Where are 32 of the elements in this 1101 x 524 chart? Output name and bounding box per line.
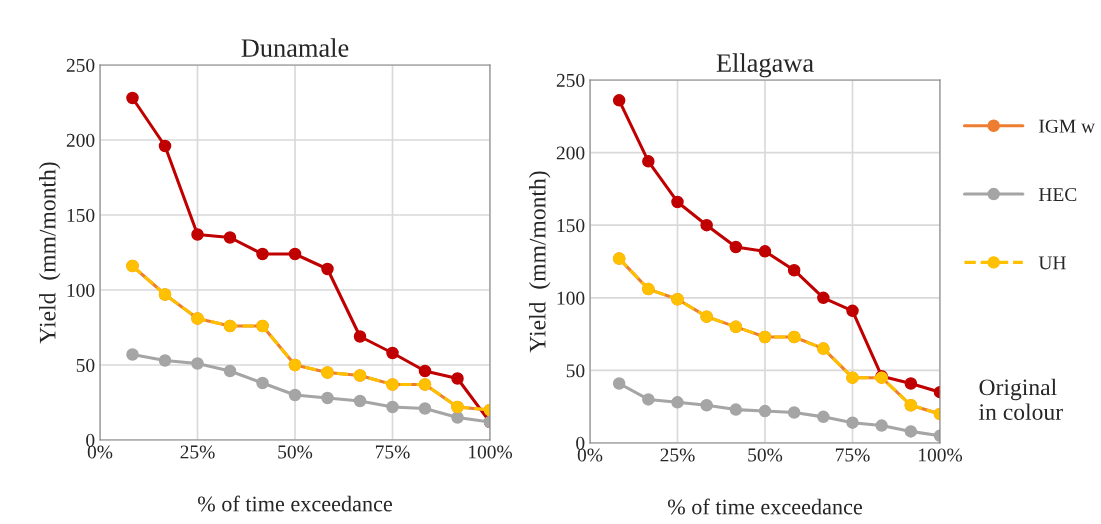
legend-label: HEC xyxy=(1038,188,1077,202)
y-tick-label: 100 xyxy=(67,283,95,297)
y-tick-label: 250 xyxy=(66,58,95,72)
chart-title: Dunamale xyxy=(241,38,349,57)
x-tick-label: 100% xyxy=(469,445,513,459)
chart-title: Ellagawa xyxy=(716,53,814,78)
y-tick-label: 100 xyxy=(557,291,585,305)
x-tick-label: 50% xyxy=(748,448,783,462)
y-tick-label: 50 xyxy=(76,358,95,372)
y-tick-label: 0 xyxy=(86,433,95,447)
x-tick-label: 25% xyxy=(660,448,695,462)
y-tick-label: 250 xyxy=(556,73,585,87)
y-tick-label: 50 xyxy=(566,364,585,378)
y-tick-label: 0 xyxy=(576,436,585,450)
x-tick-label: 0% xyxy=(87,445,113,459)
y-axis-title: Yield (mm/month) xyxy=(529,171,551,353)
y-tick-label: 150 xyxy=(557,219,585,233)
y-axis-title: Yield (mm/month) xyxy=(39,162,61,344)
x-axis-title: % of time exceedance xyxy=(197,495,393,512)
legend-label: IGM w xyxy=(1039,119,1096,133)
y-tick-label: 200 xyxy=(556,146,585,160)
legend-label: UH xyxy=(1038,256,1066,270)
x-tick-label: 75% xyxy=(835,448,870,462)
y-tick-label: 200 xyxy=(66,133,95,147)
x-tick-label: 50% xyxy=(278,445,313,459)
text: Original in colour xyxy=(978,378,1063,421)
x-tick-label: 75% xyxy=(375,445,410,459)
x-axis-title: % of time exceedance xyxy=(667,498,863,515)
y-tick-label: 150 xyxy=(67,208,95,222)
x-tick-label: 0% xyxy=(577,448,603,462)
x-tick-label: 100% xyxy=(919,448,963,462)
x-tick-label: 25% xyxy=(180,445,215,459)
